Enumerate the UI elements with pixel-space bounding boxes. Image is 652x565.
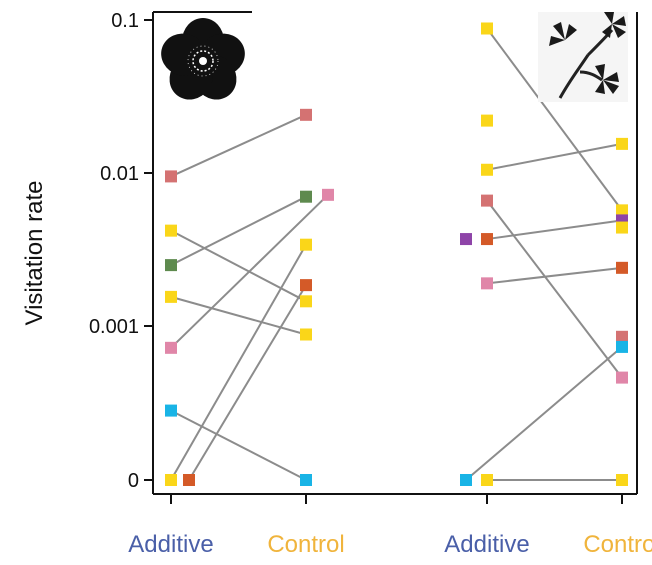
- pair-line: [170, 194, 329, 349]
- data-point: [616, 371, 628, 384]
- data-point: [165, 404, 177, 417]
- data-point: [481, 277, 493, 290]
- data-point: [460, 233, 472, 246]
- data-point: [165, 224, 177, 237]
- data-point: [616, 137, 628, 150]
- pair-line: [170, 409, 307, 481]
- data-point: [616, 221, 628, 234]
- pair-line: [486, 200, 623, 379]
- flower-icon: [161, 18, 245, 100]
- pair-line: [486, 266, 623, 285]
- x-category-labels: Additive Control Additive Control: [128, 531, 652, 558]
- pair-line: [170, 113, 307, 178]
- y-tick-label: 0.01: [100, 163, 139, 185]
- y-tick-label: 0.1: [111, 10, 139, 32]
- data-point: [481, 474, 493, 486]
- data-point: [300, 108, 312, 121]
- data-point: [300, 474, 312, 486]
- pair-line: [170, 244, 307, 481]
- data-point: [165, 341, 177, 354]
- data-point: [165, 290, 177, 303]
- pair-lines: [170, 27, 623, 481]
- x-category-label: Additive: [444, 531, 529, 558]
- data-point: [322, 188, 334, 201]
- data-point: [183, 474, 195, 486]
- x-category-label: Control: [583, 531, 652, 558]
- pair-line: [170, 295, 307, 336]
- pair-line: [170, 229, 307, 303]
- pair-line: [486, 219, 623, 241]
- data-point: [481, 163, 493, 176]
- data-point: [165, 170, 177, 183]
- data-point: [300, 295, 312, 308]
- axes: 0.1 0.01 0.001 0 Visitation rate: [21, 10, 638, 504]
- pair-line: [465, 346, 623, 481]
- data-point: [300, 279, 312, 292]
- data-point: [616, 204, 628, 217]
- pair-line: [188, 284, 307, 481]
- clover-icon: [538, 12, 628, 102]
- data-point: [460, 474, 472, 486]
- data-point: [616, 474, 628, 486]
- data-point: [300, 238, 312, 251]
- data-point: [300, 328, 312, 341]
- data-point: [616, 261, 628, 274]
- pair-line: [170, 195, 307, 267]
- y-tick-label: 0: [128, 470, 139, 492]
- plant-icons: [161, 12, 628, 102]
- pair-line: [486, 142, 623, 171]
- data-point: [481, 22, 493, 35]
- data-point: [165, 474, 177, 486]
- data-point: [481, 233, 493, 246]
- data-point: [481, 194, 493, 207]
- x-category-label: Additive: [128, 531, 213, 558]
- data-point: [300, 190, 312, 203]
- pair-line: [486, 27, 623, 211]
- y-tick-label: 0.001: [89, 316, 139, 338]
- data-point: [481, 114, 493, 127]
- data-point: [165, 259, 177, 272]
- data-points: [165, 22, 628, 486]
- x-category-label: Control: [267, 531, 344, 558]
- data-point: [616, 340, 628, 353]
- data-point: [616, 330, 628, 343]
- y-axis-label: Visitation rate: [21, 181, 48, 326]
